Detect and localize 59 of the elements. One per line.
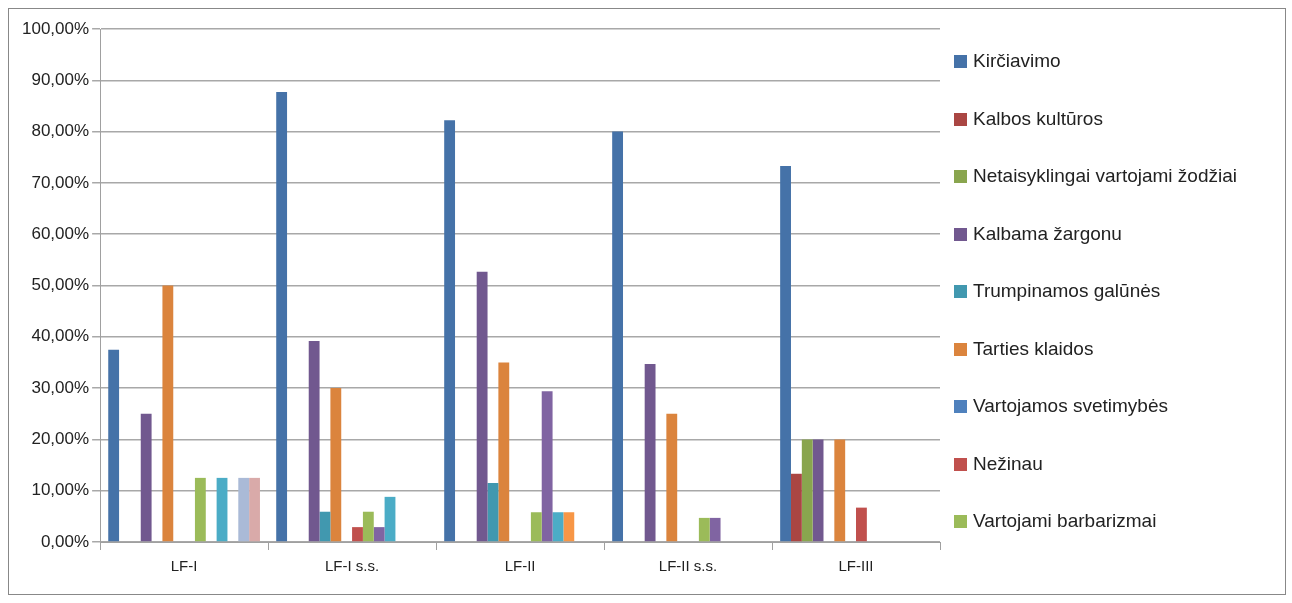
bar bbox=[444, 120, 456, 542]
bar bbox=[362, 511, 374, 542]
bar bbox=[552, 512, 564, 542]
y-tick-label: 100,00% bbox=[21, 18, 90, 38]
bar bbox=[709, 517, 721, 542]
bar bbox=[856, 507, 867, 542]
bar bbox=[541, 391, 553, 542]
bar bbox=[319, 511, 331, 542]
bar bbox=[476, 271, 488, 542]
bar bbox=[563, 512, 575, 542]
bar bbox=[698, 517, 710, 542]
x-tick-label: LF-I bbox=[170, 557, 198, 575]
y-tick-label: 40,00% bbox=[31, 326, 90, 346]
y-tick-label: 60,00% bbox=[31, 223, 90, 243]
y-tick-label: 30,00% bbox=[31, 377, 90, 397]
bar bbox=[108, 349, 120, 542]
bar bbox=[812, 439, 824, 542]
bar bbox=[780, 165, 791, 542]
bar bbox=[216, 477, 228, 542]
x-tick-label: LF-II bbox=[504, 557, 536, 575]
bar bbox=[530, 512, 542, 542]
bar bbox=[140, 413, 152, 542]
legend-label: Kalbos kultūros bbox=[973, 106, 1103, 131]
bar bbox=[162, 285, 174, 542]
bar bbox=[194, 477, 206, 542]
x-tick-label: LF-II s.s. bbox=[658, 557, 718, 575]
legend-label: Vartojamos svetimybės bbox=[973, 394, 1168, 418]
bar bbox=[834, 439, 846, 542]
bar bbox=[801, 439, 813, 542]
bar bbox=[249, 477, 260, 542]
bar bbox=[666, 413, 678, 542]
bar bbox=[790, 473, 802, 542]
legend-label: Kirčiavimo bbox=[973, 49, 1061, 73]
bar bbox=[612, 131, 624, 542]
legend-label: Kalbama žargonu bbox=[973, 221, 1122, 246]
bar bbox=[352, 527, 363, 542]
y-tick-label: 0,00% bbox=[40, 531, 90, 551]
bar bbox=[498, 362, 510, 542]
bar bbox=[330, 388, 342, 542]
bar bbox=[384, 496, 396, 542]
legend-label: Nežinau bbox=[973, 451, 1043, 476]
y-tick-label: 90,00% bbox=[31, 69, 90, 89]
y-tick-label: 10,00% bbox=[31, 480, 90, 500]
bar bbox=[487, 483, 499, 542]
bar bbox=[308, 340, 320, 542]
x-tick-label: LF-III bbox=[838, 557, 874, 575]
legend-label: Vartojami barbarizmai bbox=[973, 509, 1157, 533]
y-tick-label: 50,00% bbox=[31, 275, 90, 295]
y-tick-label: 70,00% bbox=[31, 172, 90, 192]
y-tick-label: 80,00% bbox=[31, 121, 90, 141]
bar bbox=[373, 527, 385, 542]
bar bbox=[276, 92, 288, 542]
legend-label: Trumpinamos galūnės bbox=[973, 279, 1161, 303]
y-tick-label: 20,00% bbox=[31, 429, 90, 449]
bar bbox=[644, 363, 656, 542]
x-tick-label: LF-I s.s. bbox=[324, 557, 380, 575]
legend-label: Netaisyklingai vartojami žodžiai bbox=[973, 164, 1237, 188]
legend-label: Tarties klaidos bbox=[973, 336, 1094, 361]
bar bbox=[238, 477, 250, 542]
